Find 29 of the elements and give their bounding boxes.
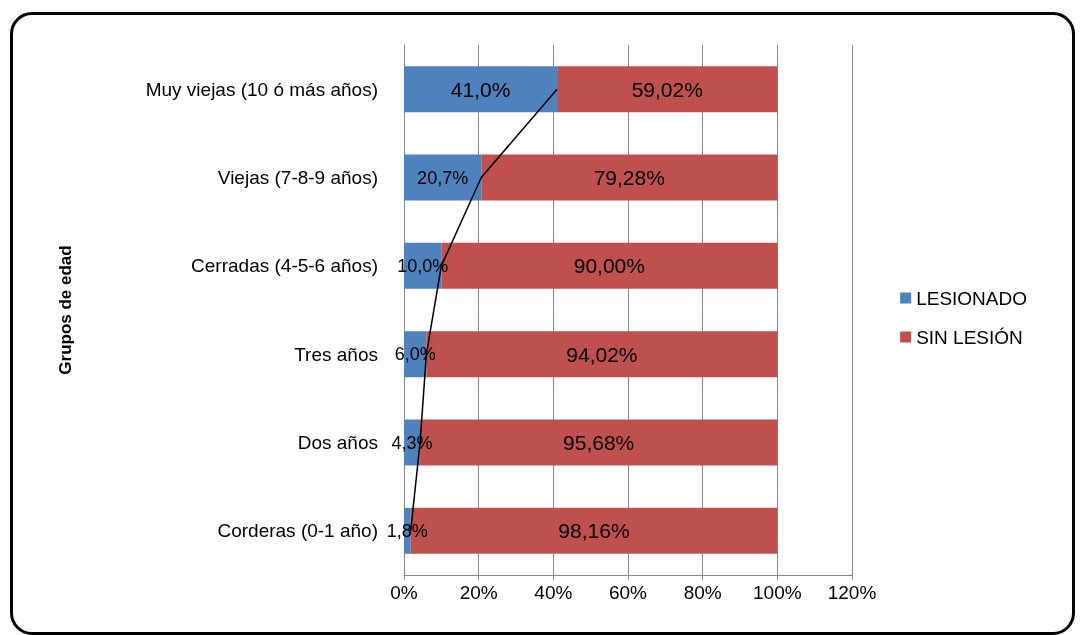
bar [557,66,778,113]
data-label: 90,00% [573,254,645,278]
x-tick-label: 120% [827,582,877,603]
x-tick-label: 40% [534,582,573,603]
data-label: 4,3% [391,432,433,453]
x-tick-label: 80% [683,582,722,603]
bar [404,66,558,113]
y-axis-title: Grupos de edad [56,245,75,375]
legend-label: LESIONADO [916,287,1028,309]
data-label: 79,28% [593,166,665,189]
data-label: 98,16% [558,519,630,543]
y-tick-label: Dos años [297,432,378,453]
data-label: 95,68% [563,431,635,454]
y-tick-label: Muy viejas (10 ó más años) [145,78,378,100]
data-label: 41,0% [450,77,511,101]
x-tick-label: 100% [753,582,802,603]
data-label: 1,8% [386,520,428,541]
x-tick-label: 0% [390,582,418,603]
data-label: 94,02% [566,342,638,366]
y-tick-label: Viejas (7-8-9 años) [217,167,378,188]
x-tick-label: 20% [459,582,498,603]
y-tick-label: Tres años [294,343,378,365]
y-tick-label: Cerradas (4-5-6 años) [191,255,378,277]
data-label: 20,7% [417,167,469,188]
data-label: 59,02% [631,77,703,101]
y-tick-label: Corderas (0-1 año) [217,520,378,542]
x-tick-label: 60% [608,582,648,603]
bar [481,154,778,201]
legend-label: SIN LESIÓN [916,326,1023,348]
